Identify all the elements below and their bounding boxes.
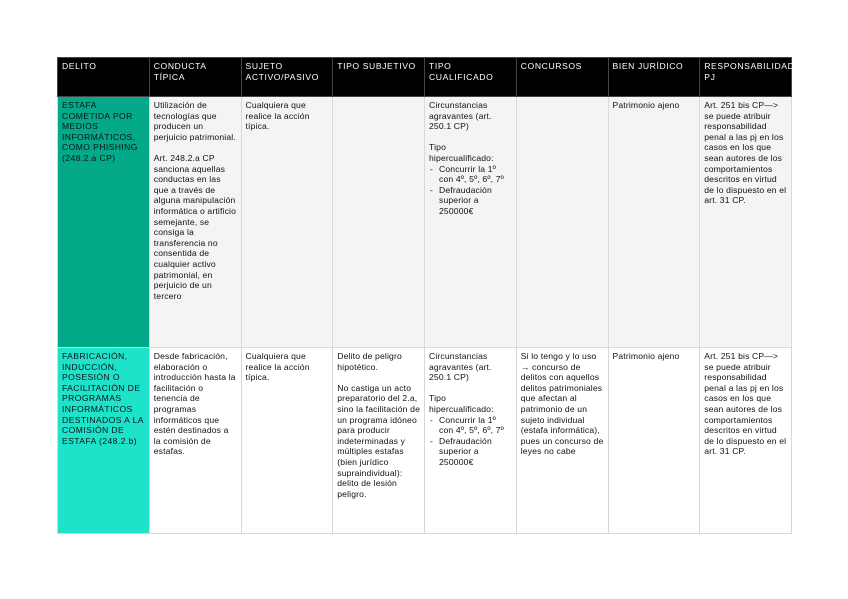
- header-sujeto: SUJETO ACTIVO/PASIVO: [240, 57, 334, 97]
- table-row: FABRICACIÓN, INDUCCIÓN, POSESIÓN O FACIL…: [57, 347, 792, 534]
- header-subjetivo: TIPO SUBJETIVO: [332, 57, 425, 97]
- hiper-list: Concurrir la 1º con 4º, 5º, 6º, 7º Defra…: [429, 164, 512, 217]
- cell-subjetivo: Delito de peligro hipotético. No castiga…: [332, 347, 425, 534]
- list-item: Concurrir la 1º con 4º, 5º, 6º, 7º: [429, 415, 512, 436]
- cell-conducta: Desde fabricación, elaboración o introdu…: [148, 347, 242, 534]
- cell-concursos: Si lo tengo y lo uso → concurso de delit…: [515, 347, 609, 534]
- list-item: Concurrir la 1º con 4º, 5º, 6º, 7º: [429, 164, 512, 185]
- paragraph: Utilización de tecnologías que producen …: [153, 100, 236, 142]
- paragraph: Circunstancias agravantes (art. 250.1 CP…: [429, 351, 492, 383]
- cell-conducta: Utilización de tecnologías que producen …: [148, 96, 242, 348]
- cell-sujeto: Cualquiera que realice la acción típica.: [240, 347, 334, 534]
- cell-pj: Art. 251 bis CP—> se puede atribuir resp…: [699, 347, 792, 534]
- header-cualificado: TIPO CUALIFICADO: [424, 57, 517, 97]
- paragraph: Art. 248.2.a CP sanciona aquellas conduc…: [153, 152, 237, 301]
- paragraph: Delito de peligro hipotético.: [337, 351, 402, 372]
- cell-pj: Art. 251 bis CP—> se puede atribuir resp…: [699, 96, 792, 348]
- crimes-table: DELITO CONDUCTA TÍPICA SUJETO ACTIVO/PAS…: [57, 57, 794, 534]
- hiper-label: Tipo hipercualificado:: [429, 393, 494, 414]
- cell-bien: Patrimonio ajeno: [607, 96, 701, 348]
- header-pj: RESPONSABILIDAD PJ: [699, 57, 794, 97]
- hiper-label: Tipo hipercualificado:: [429, 142, 494, 163]
- cell-delito: FABRICACIÓN, INDUCCIÓN, POSESIÓN O FACIL…: [57, 347, 150, 534]
- cell-sujeto: Cualquiera que realice la acción típica.: [240, 96, 334, 348]
- header-row: DELITO CONDUCTA TÍPICA SUJETO ACTIVO/PAS…: [57, 57, 794, 97]
- cell-subjetivo: [332, 96, 425, 348]
- header-bien: BIEN JURÍDICO: [607, 57, 701, 97]
- paragraph: No castiga un acto preparatorio del 2.a,…: [337, 382, 420, 499]
- list-item: Defraudación superior a 250000€: [429, 436, 512, 468]
- header-conducta: CONDUCTA TÍPICA: [148, 57, 242, 97]
- cell-bien: Patrimonio ajeno: [607, 347, 701, 534]
- cell-concursos: [515, 96, 609, 348]
- cell-delito: ESTAFA COMETIDA POR MEDIOS INFORMÁTICOS,…: [57, 96, 150, 348]
- header-delito: DELITO: [57, 57, 150, 97]
- header-concursos: CONCURSOS: [515, 57, 609, 97]
- paragraph: Circunstancias agravantes (art. 250.1 CP…: [429, 100, 492, 132]
- paragraph: Desde fabricación, elaboración o introdu…: [153, 351, 236, 457]
- list-item: Defraudación superior a 250000€: [429, 185, 512, 217]
- cell-cualificado: Circunstancias agravantes (art. 250.1 CP…: [424, 347, 517, 534]
- cell-cualificado: Circunstancias agravantes (art. 250.1 CP…: [424, 96, 517, 348]
- hiper-list: Concurrir la 1º con 4º, 5º, 6º, 7º Defra…: [429, 415, 512, 468]
- table-row: ESTAFA COMETIDA POR MEDIOS INFORMÁTICOS,…: [57, 96, 792, 348]
